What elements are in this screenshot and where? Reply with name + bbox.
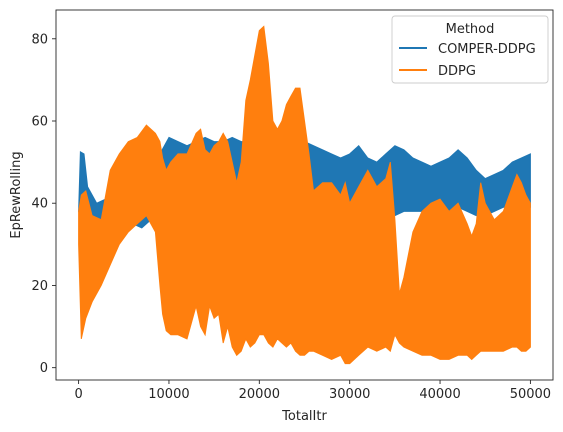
axis-ticks: 0 10000 20000 30000 40000 50000 0 20 40 60 80 (31, 32, 551, 402)
x-axis-label: TotalItr (281, 409, 327, 424)
y-tick-label: 60 (31, 115, 48, 130)
plot-area (78, 25, 531, 365)
x-tick-label: 0 (74, 387, 82, 402)
series-band-ddpg (78, 25, 531, 365)
x-tick-label: 20000 (239, 387, 280, 402)
x-tick-label: 10000 (148, 387, 189, 402)
x-tick-label: 50000 (510, 387, 551, 402)
y-tick-label: 40 (31, 197, 48, 212)
x-tick-label: 40000 (419, 387, 460, 402)
legend-box (391, 15, 549, 84)
axes-frame (55, 9, 554, 381)
y-tick-label: 0 (40, 361, 48, 376)
legend-label-ddpg: DDPG (438, 64, 476, 79)
legend: Method COMPER-DDPG DDPG (391, 15, 549, 84)
y-axis-label: EpRewRolling (9, 151, 24, 238)
legend-label-comper-ddpg: COMPER-DDPG (438, 42, 536, 57)
y-tick-label: 20 (31, 279, 48, 294)
x-tick-label: 30000 (329, 387, 370, 402)
legend-title: Method (446, 22, 495, 37)
y-tick-label: 80 (31, 32, 48, 47)
